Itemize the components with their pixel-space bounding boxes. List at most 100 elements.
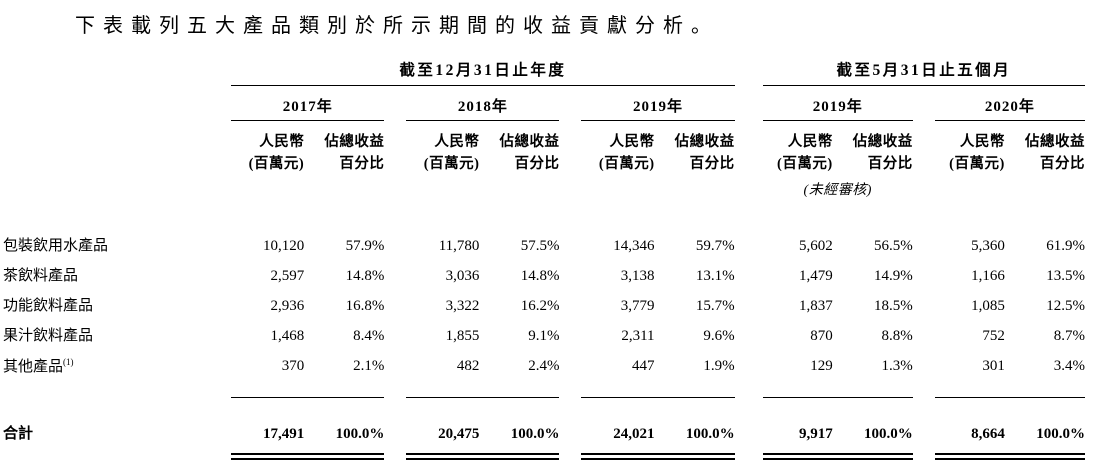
cell-value: 1,837	[798, 298, 833, 314]
table-row-juice: 果汁飲料產品 1,468 8.4% 1,855 9.1% 2,311 9.6% …	[3, 319, 1085, 349]
subheader-percent-of-revenue: 佔總收益 百分比	[852, 134, 913, 172]
year-header-2019-five-months: 2019年	[762, 85, 913, 121]
subheader-rmb-millions: 人民幣 (百萬元)	[248, 134, 305, 172]
table-row-tea: 茶飲料產品 2,597 14.8% 3,036 14.8% 3,138 13.1…	[3, 259, 1085, 289]
total-value: 100.0%	[864, 425, 913, 442]
cell-value: 370	[231, 349, 305, 398]
row-label: 功能飲料產品	[3, 298, 94, 314]
cell-value: 1,855	[445, 328, 480, 344]
cell-value: 14.8%	[520, 268, 560, 284]
unaudited-note-row: (未經審核)	[3, 175, 1085, 203]
cell-value: 13.5%	[1046, 268, 1085, 284]
year-header-row: 2017年 2018年 2019年 2019年 2020年	[3, 85, 1085, 121]
cell-value: 11,780	[438, 238, 480, 254]
cell-value: 16.2%	[520, 298, 560, 314]
year-header-2020: 2020年	[934, 85, 1085, 121]
cell-value: 10,120	[263, 238, 305, 254]
cell-value: 9.6%	[703, 328, 735, 344]
footnote-ref: (1)	[63, 356, 74, 367]
period-group-annual: 截至12月31日止年度	[231, 56, 735, 86]
double-rule	[762, 452, 913, 460]
cell-value: 59.7%	[695, 238, 735, 254]
total-value: 100.0%	[685, 425, 735, 442]
cell-value: 1,085	[971, 298, 1005, 314]
subheader-percent-of-revenue: 佔總收益 百分比	[324, 134, 385, 172]
table-row-packaged-water: 包裝飲用水產品 10,120 57.9% 11,780 57.5% 14,346…	[3, 229, 1085, 259]
row-label: 茶飲料產品	[3, 268, 79, 284]
cell-value: 3,779	[620, 298, 655, 314]
row-label: 其他產品(1)	[3, 356, 74, 375]
column-subheader-row: 人民幣 (百萬元) 佔總收益 百分比 人民幣 (百萬元) 佔總收益 百分比 人民幣 (百萬…	[3, 121, 1085, 176]
total-value: 9,917	[798, 425, 833, 442]
cell-value: 8.4%	[353, 328, 385, 344]
spacer-row	[3, 203, 1085, 229]
row-label: 包裝飲用水產品	[3, 238, 109, 254]
total-value: 20,475	[438, 425, 480, 442]
total-value: 8,664	[971, 425, 1005, 442]
cell-value: 57.9%	[345, 238, 385, 254]
cell-value: 18.5%	[874, 298, 913, 314]
cell-value: 12.5%	[1046, 298, 1085, 314]
cell-value: 1,166	[971, 268, 1005, 284]
cell-value: 14,346	[613, 238, 655, 254]
table-row-total: 合計 17,491 100.0% 20,475 100.0% 24,021 10…	[3, 398, 1085, 447]
cell-value: 14.8%	[345, 268, 385, 284]
cell-value: 2.4%	[479, 349, 560, 398]
cell-value: 301	[934, 349, 1005, 398]
subheader-percent-of-revenue: 佔總收益 百分比	[499, 134, 560, 172]
cell-value: 3.4%	[1004, 349, 1085, 398]
cell-value: 3,322	[445, 298, 480, 314]
period-group-header-row: 截至12月31日止年度 截至5月31日止五個月	[3, 56, 1085, 86]
cell-value: 2,311	[621, 328, 655, 344]
subheader-rmb-millions: 人民幣 (百萬元)	[423, 134, 480, 172]
double-rule	[406, 452, 560, 460]
subheader-percent-of-revenue: 佔總收益 百分比	[674, 134, 735, 172]
subheader-rmb-millions: 人民幣 (百萬元)	[777, 134, 833, 172]
cell-value: 56.5%	[874, 238, 913, 254]
year-header-2017: 2017年	[231, 85, 385, 121]
cell-value: 5,360	[971, 238, 1005, 254]
row-label: 果汁飲料產品	[3, 328, 94, 344]
page-title: 下表載列五大產品類別於所示期間的收益貢獻分析。	[75, 15, 719, 37]
cell-value: 129	[762, 349, 833, 398]
subheader-rmb-millions: 人民幣 (百萬元)	[949, 134, 1005, 172]
cell-value: 14.9%	[874, 268, 913, 284]
total-value: 100.0%	[1036, 425, 1085, 442]
cell-value: 15.7%	[695, 298, 735, 314]
cell-value: 1.3%	[832, 349, 913, 398]
cell-value: 482	[406, 349, 480, 398]
total-value: 100.0%	[335, 425, 385, 442]
total-double-rule-row	[3, 447, 1085, 460]
cell-value: 8.8%	[881, 328, 913, 344]
subheader-percent-of-revenue: 佔總收益 百分比	[1025, 134, 1085, 172]
unaudited-note: (未經審核)	[803, 183, 872, 198]
period-group-five-months: 截至5月31日止五個月	[762, 56, 1085, 86]
cell-value: 1,479	[798, 268, 833, 284]
total-label: 合計	[3, 425, 34, 442]
subheader-rmb-millions: 人民幣 (百萬元)	[598, 134, 655, 172]
cell-value: 9.1%	[528, 328, 560, 344]
cell-value: 2,597	[270, 268, 305, 284]
table-row-functional: 功能飲料產品 2,936 16.8% 3,322 16.2% 3,779 15.…	[3, 289, 1085, 319]
table-row-others: 其他產品(1) 370 2.1% 482 2.4% 447 1.9% 129 1…	[3, 349, 1085, 398]
cell-value: 13.1%	[695, 268, 735, 284]
double-rule	[581, 452, 735, 460]
cell-value: 870	[810, 328, 833, 344]
year-header-2018: 2018年	[406, 85, 560, 121]
cell-value: 2.1%	[304, 349, 385, 398]
cell-value: 752	[982, 328, 1005, 344]
cell-value: 8.7%	[1053, 328, 1085, 344]
cell-value: 2,936	[270, 298, 305, 314]
cell-value: 3,138	[620, 268, 655, 284]
double-rule	[231, 452, 385, 460]
total-value: 100.0%	[510, 425, 560, 442]
cell-value: 1,468	[270, 328, 305, 344]
year-header-2019: 2019年	[581, 85, 735, 121]
cell-value: 61.9%	[1046, 238, 1085, 254]
cell-value: 57.5%	[520, 238, 560, 254]
revenue-contribution-table: 截至12月31日止年度 截至5月31日止五個月 2017年 2018年 2019…	[3, 56, 1085, 460]
cell-value: 16.8%	[345, 298, 385, 314]
double-rule	[934, 452, 1085, 460]
cell-value: 5,602	[798, 238, 833, 254]
